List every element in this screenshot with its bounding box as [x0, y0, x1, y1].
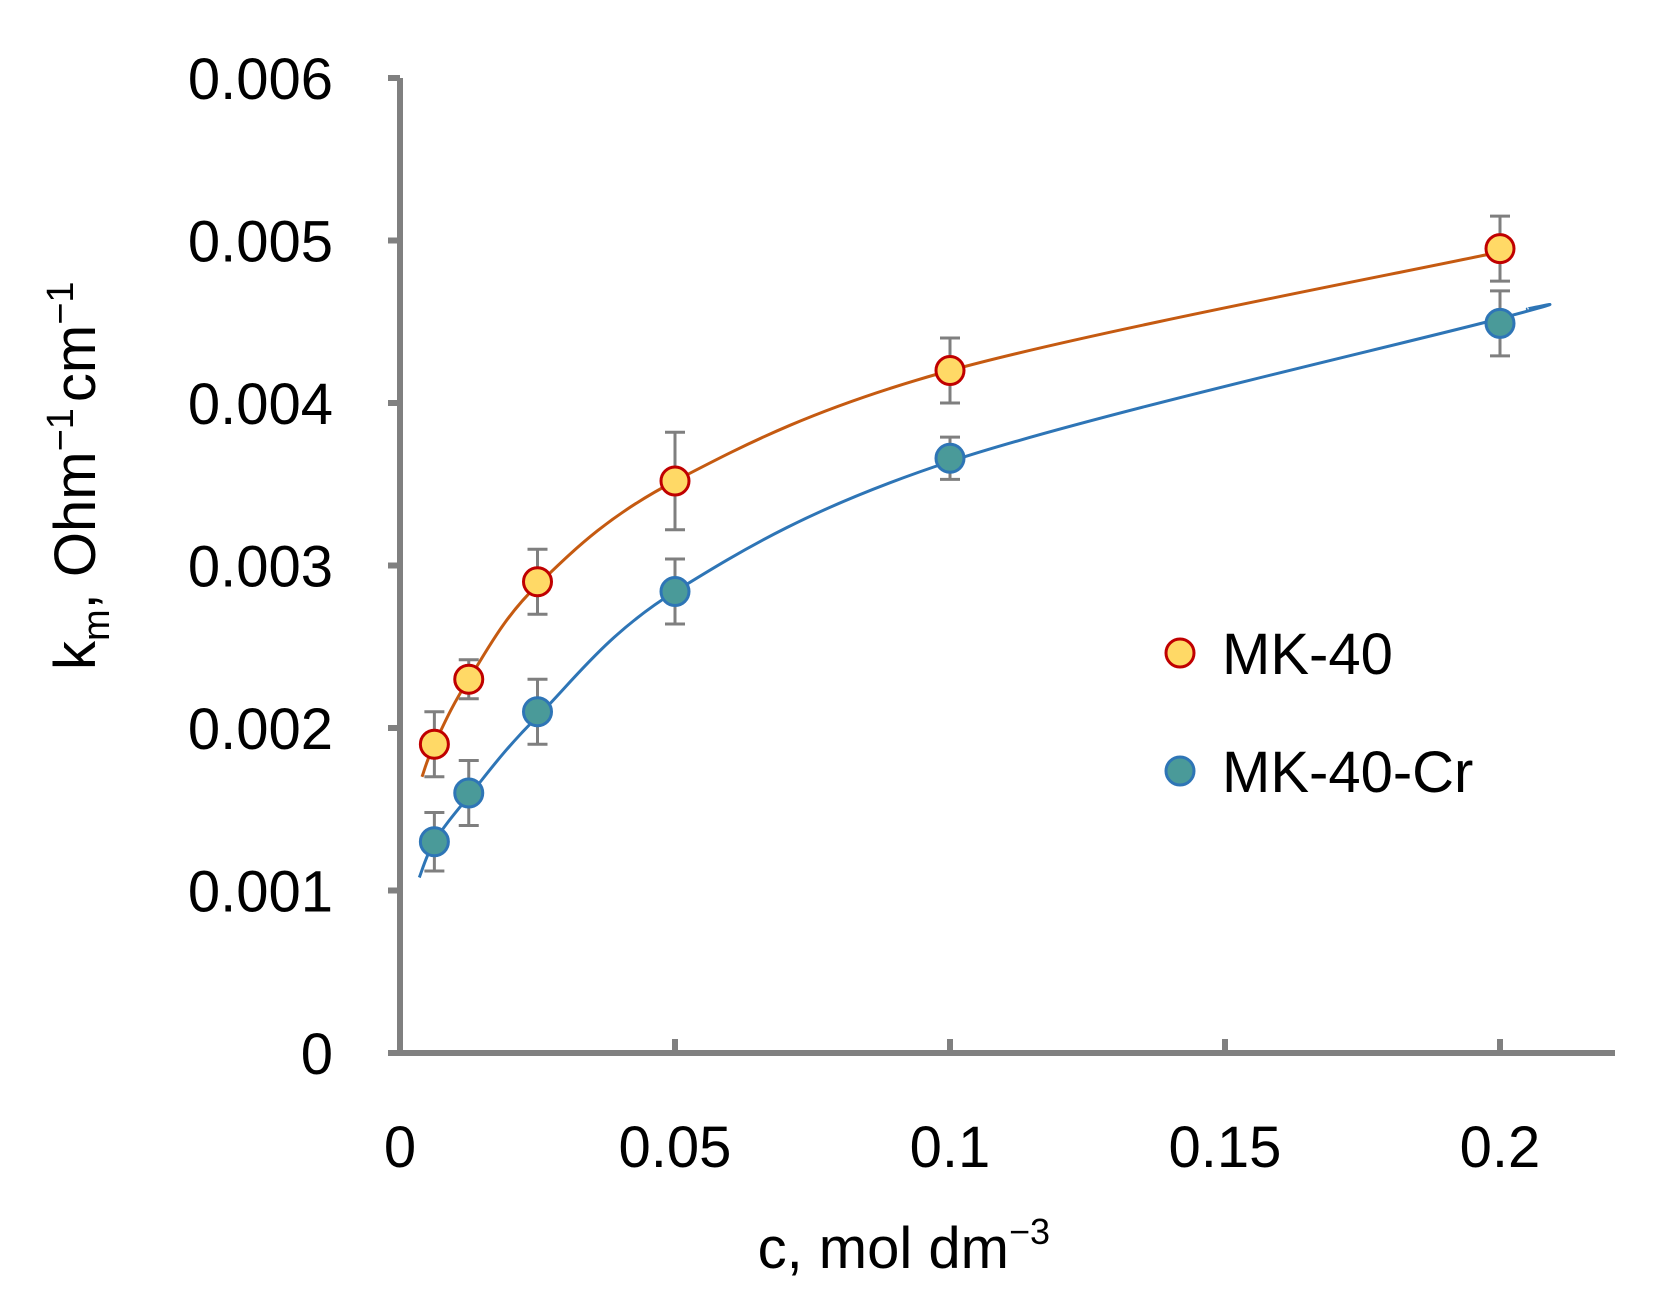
legend-label-mk-40-cr: MK-40-Cr: [1222, 740, 1473, 805]
x-axis-title: c, mol dm−3: [758, 1211, 1050, 1281]
x-tick-label: 0: [384, 1115, 416, 1180]
data-point: [1484, 307, 1516, 339]
data-point: [418, 826, 450, 858]
data-point: [453, 663, 485, 695]
data-point: [522, 566, 553, 598]
y-tick-label: 0: [301, 1022, 333, 1087]
data-point: [934, 355, 966, 386]
y-tick-label: 0.002: [188, 697, 333, 762]
data-point: [934, 442, 966, 474]
trend-line: [420, 250, 1501, 778]
data-point: [453, 777, 485, 809]
legend-marker-mk-40-cr: [1164, 755, 1196, 787]
data-point: [659, 576, 691, 607]
y-tick-label: 0.004: [188, 372, 333, 437]
y-tick-label: 0.003: [188, 535, 333, 600]
y-tick-label: 0.001: [188, 860, 333, 925]
data-point: [1484, 233, 1516, 265]
data-point: [522, 696, 553, 728]
data-point: [659, 465, 691, 497]
legend-marker-mk-40: [1164, 637, 1196, 669]
y-tick-label: 0.005: [188, 210, 333, 275]
data-point: [418, 728, 450, 760]
x-tick-label: 0.15: [1169, 1115, 1282, 1180]
y-tick-label: 0.006: [188, 47, 333, 112]
series-mk-40-cr: [417, 289, 1552, 879]
axes: [388, 75, 1615, 1056]
legend-label-mk-40: MK-40: [1222, 622, 1393, 687]
legend: MK-40 MK-40-Cr: [1164, 622, 1473, 805]
series-mk-40: [418, 214, 1516, 779]
y-axis-title: km, Ohm−1cm−1: [40, 281, 118, 670]
x-tick-label: 0.1: [910, 1115, 991, 1180]
x-tick-label: 0.05: [619, 1115, 732, 1180]
x-tick-label: 0.2: [1460, 1115, 1541, 1180]
plot-area: [417, 214, 1552, 879]
tick-labels: 0 0.001 0.002 0.003 0.004 0.005 0.006 0 0.05 0.1 0…: [188, 47, 1540, 1180]
